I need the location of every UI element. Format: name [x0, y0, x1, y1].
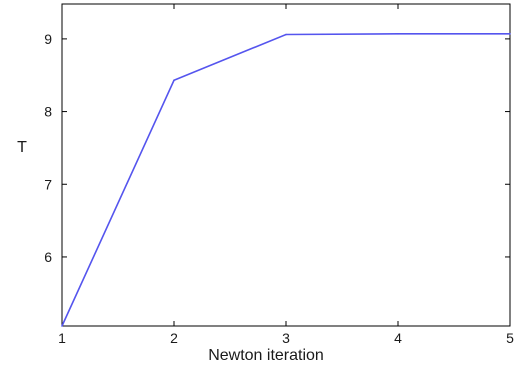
x-tick-label: 5: [506, 330, 514, 346]
series-points: [61, 33, 511, 327]
data-point: [61, 325, 63, 327]
y-tick-label: 9: [44, 31, 52, 47]
data-point: [509, 33, 511, 35]
data-point: [397, 33, 399, 35]
plot-area: [61, 3, 511, 327]
x-tick-label: 2: [170, 330, 178, 346]
y-tick-label: 6: [44, 249, 52, 265]
tick-marks: [61, 4, 511, 326]
x-tick-label: 4: [394, 330, 402, 346]
data-point: [173, 79, 175, 82]
tick-labels: 1 2 3 4 5 6 7 8 9: [44, 31, 514, 346]
x-axis-label: Newton iteration: [208, 347, 324, 364]
y-tick-label: 7: [44, 176, 52, 192]
y-axis-label: T: [17, 139, 27, 156]
x-tick-label: 1: [58, 330, 66, 346]
y-tick-label: 8: [44, 104, 52, 120]
x-tick-label: 3: [282, 330, 290, 346]
data-point: [285, 33, 287, 36]
